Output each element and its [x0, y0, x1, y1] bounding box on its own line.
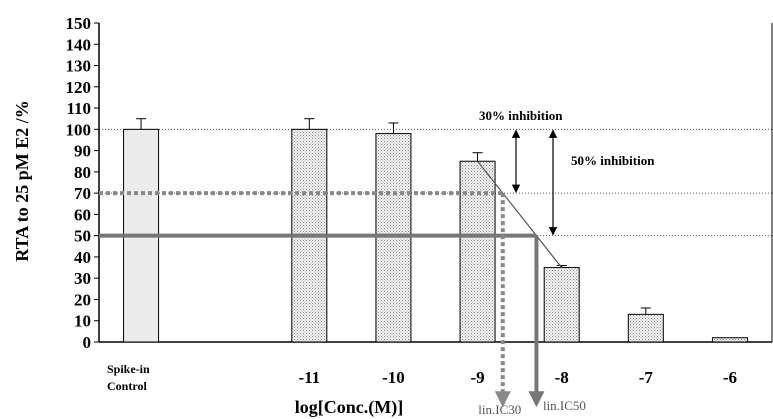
ic-label: lin.IC50 [543, 398, 586, 413]
linear-fit-line [477, 160, 563, 268]
x-tick-label: -7 [639, 368, 654, 387]
x-tick-label: -8 [555, 368, 569, 387]
y-tick-labels: 0 10 20 30 40 50 60 70 80 90 100 110 120 130 140 150 [66, 14, 92, 352]
y-tick-label: 110 [66, 99, 91, 118]
x-tick-label: -9 [470, 368, 484, 387]
x-tick-label: -10 [382, 368, 405, 387]
y-tick-label: 100 [66, 120, 92, 139]
annotations: lin.IC30 lin.IC50 30% inhibition 50% inhibi… [478, 108, 655, 417]
y-tick-label: 80 [74, 163, 91, 182]
axes [94, 22, 773, 343]
bar [627, 313, 664, 343]
y-tick-label: 140 [66, 35, 92, 54]
gridlines [99, 128, 772, 237]
x-tick-labels: Spike-in Control -11 -10 -9 -8 -7 -6 [107, 362, 737, 393]
bar [711, 337, 748, 343]
y-tick-label: 60 [74, 205, 91, 224]
bar [459, 160, 496, 343]
error-bars [136, 118, 651, 315]
x-tick-label-control: Spike-in [107, 362, 150, 376]
y-tick-label: 150 [66, 14, 92, 33]
bar [543, 267, 580, 343]
y-tick-label: 10 [74, 312, 91, 331]
y-tick-label: 90 [74, 142, 91, 161]
bar [375, 133, 412, 343]
y-tick-label: 50 [74, 227, 91, 246]
y-tick-label: 40 [74, 248, 91, 267]
y-tick-label: 30 [74, 269, 91, 288]
x-tick-label: -11 [298, 368, 320, 387]
y-tick-label: 0 [83, 333, 92, 352]
inhibition-label: 50% inhibition [571, 153, 655, 168]
y-tick-label: 20 [74, 290, 91, 309]
reference-lines [99, 160, 563, 408]
ic-label: lin.IC30 [478, 402, 521, 417]
x-tick-label-control: Control [107, 379, 147, 393]
y-tick-label: 120 [66, 78, 92, 97]
x-tick-label: -6 [723, 368, 737, 387]
y-axis-label: RTA to 25 pM E2 /% [12, 100, 32, 262]
bars [123, 128, 748, 343]
y-tick-label: 130 [66, 57, 92, 76]
x-axis-label: log[Conc.(M)] [295, 397, 403, 418]
inhibition-label: 30% inhibition [479, 108, 563, 123]
y-tick-label: 70 [74, 184, 91, 203]
